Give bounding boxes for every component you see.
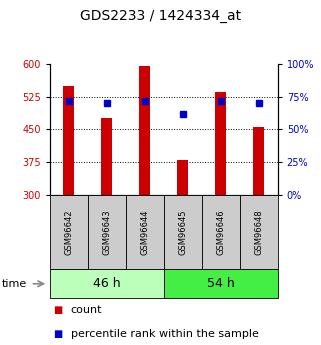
Text: GSM96646: GSM96646 [216, 209, 225, 255]
Text: ■: ■ [53, 329, 62, 339]
Text: count: count [71, 305, 102, 315]
Text: GDS2233 / 1424334_at: GDS2233 / 1424334_at [80, 9, 241, 23]
Text: GSM96648: GSM96648 [254, 209, 263, 255]
Bar [88, 195, 126, 269]
Bar [253, 127, 264, 195]
Text: GSM96643: GSM96643 [102, 209, 111, 255]
Bar [50, 195, 88, 269]
Bar [202, 195, 240, 269]
Bar [164, 269, 278, 298]
Bar [126, 195, 164, 269]
Bar [101, 118, 112, 195]
Text: GSM96644: GSM96644 [140, 209, 149, 255]
Bar [64, 86, 74, 195]
Text: 54 h: 54 h [207, 277, 235, 290]
Text: GSM96645: GSM96645 [178, 209, 187, 255]
Text: percentile rank within the sample: percentile rank within the sample [71, 329, 258, 339]
Text: time: time [2, 279, 27, 289]
Bar [164, 195, 202, 269]
Bar [139, 66, 150, 195]
Text: ■: ■ [53, 305, 62, 315]
Bar [50, 269, 164, 298]
Bar [178, 160, 188, 195]
Bar [215, 92, 226, 195]
Text: 46 h: 46 h [93, 277, 121, 290]
Bar [240, 195, 278, 269]
Text: GSM96642: GSM96642 [64, 209, 73, 255]
